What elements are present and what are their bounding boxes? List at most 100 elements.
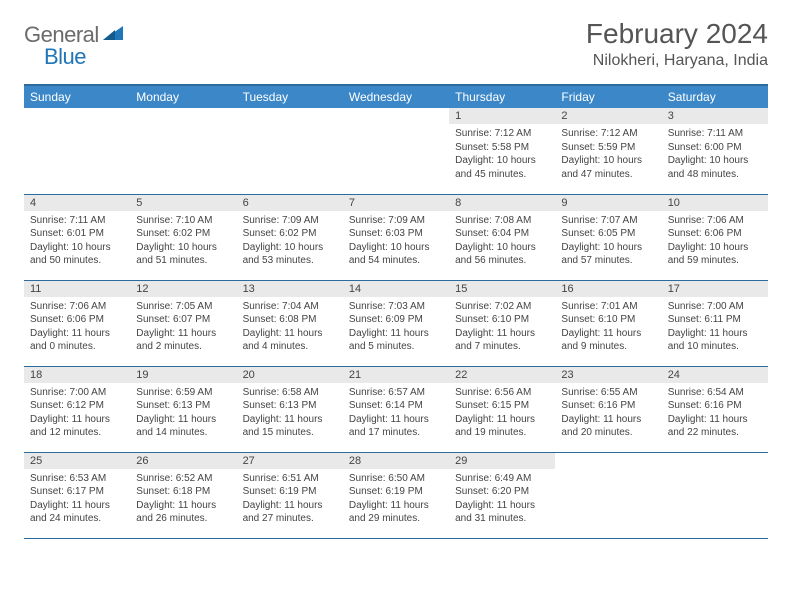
day-info: Sunrise: 7:05 AMSunset: 6:07 PMDaylight:…: [130, 297, 236, 357]
calendar-row: 4Sunrise: 7:11 AMSunset: 6:01 PMDaylight…: [24, 194, 768, 280]
calendar-row: 1Sunrise: 7:12 AMSunset: 5:58 PMDaylight…: [24, 108, 768, 194]
day-info: Sunrise: 7:11 AMSunset: 6:00 PMDaylight:…: [662, 124, 768, 184]
day-info: Sunrise: 7:03 AMSunset: 6:09 PMDaylight:…: [343, 297, 449, 357]
calendar-cell: 8Sunrise: 7:08 AMSunset: 6:04 PMDaylight…: [449, 194, 555, 280]
calendar-cell: 3Sunrise: 7:11 AMSunset: 6:00 PMDaylight…: [662, 108, 768, 194]
calendar-cell: [343, 108, 449, 194]
calendar-cell: 5Sunrise: 7:10 AMSunset: 6:02 PMDaylight…: [130, 194, 236, 280]
calendar-cell: 10Sunrise: 7:06 AMSunset: 6:06 PMDayligh…: [662, 194, 768, 280]
month-title: February 2024: [586, 18, 768, 50]
day-info: Sunrise: 6:59 AMSunset: 6:13 PMDaylight:…: [130, 383, 236, 443]
calendar-cell: 4Sunrise: 7:11 AMSunset: 6:01 PMDaylight…: [24, 194, 130, 280]
calendar-cell: 13Sunrise: 7:04 AMSunset: 6:08 PMDayligh…: [237, 280, 343, 366]
day-info: Sunrise: 7:01 AMSunset: 6:10 PMDaylight:…: [555, 297, 661, 357]
calendar-cell: 12Sunrise: 7:05 AMSunset: 6:07 PMDayligh…: [130, 280, 236, 366]
day-info: Sunrise: 6:51 AMSunset: 6:19 PMDaylight:…: [237, 469, 343, 529]
day-info: Sunrise: 6:52 AMSunset: 6:18 PMDaylight:…: [130, 469, 236, 529]
calendar-cell: 17Sunrise: 7:00 AMSunset: 6:11 PMDayligh…: [662, 280, 768, 366]
day-number: 10: [662, 195, 768, 211]
calendar-cell: 9Sunrise: 7:07 AMSunset: 6:05 PMDaylight…: [555, 194, 661, 280]
calendar-cell: 6Sunrise: 7:09 AMSunset: 6:02 PMDaylight…: [237, 194, 343, 280]
calendar-cell: [555, 452, 661, 538]
calendar-row: 25Sunrise: 6:53 AMSunset: 6:17 PMDayligh…: [24, 452, 768, 538]
day-number: 13: [237, 281, 343, 297]
day-info: Sunrise: 7:00 AMSunset: 6:12 PMDaylight:…: [24, 383, 130, 443]
day-number: 11: [24, 281, 130, 297]
day-number: 1: [449, 108, 555, 124]
calendar-cell: 2Sunrise: 7:12 AMSunset: 5:59 PMDaylight…: [555, 108, 661, 194]
calendar-cell: 19Sunrise: 6:59 AMSunset: 6:13 PMDayligh…: [130, 366, 236, 452]
day-info: Sunrise: 7:08 AMSunset: 6:04 PMDaylight:…: [449, 211, 555, 271]
calendar-cell: 29Sunrise: 6:49 AMSunset: 6:20 PMDayligh…: [449, 452, 555, 538]
calendar-body: 1Sunrise: 7:12 AMSunset: 5:58 PMDaylight…: [24, 108, 768, 538]
day-number: 7: [343, 195, 449, 211]
day-number: 14: [343, 281, 449, 297]
day-info: Sunrise: 6:57 AMSunset: 6:14 PMDaylight:…: [343, 383, 449, 443]
weekday-header: Thursday: [449, 85, 555, 108]
day-info: Sunrise: 7:07 AMSunset: 6:05 PMDaylight:…: [555, 211, 661, 271]
weekday-header: Tuesday: [237, 85, 343, 108]
day-info: Sunrise: 6:50 AMSunset: 6:19 PMDaylight:…: [343, 469, 449, 529]
day-number: 29: [449, 453, 555, 469]
day-number: 17: [662, 281, 768, 297]
calendar-cell: 16Sunrise: 7:01 AMSunset: 6:10 PMDayligh…: [555, 280, 661, 366]
day-info: Sunrise: 7:11 AMSunset: 6:01 PMDaylight:…: [24, 211, 130, 271]
day-number: 24: [662, 367, 768, 383]
calendar-cell: 21Sunrise: 6:57 AMSunset: 6:14 PMDayligh…: [343, 366, 449, 452]
calendar-cell: 27Sunrise: 6:51 AMSunset: 6:19 PMDayligh…: [237, 452, 343, 538]
calendar-cell: 22Sunrise: 6:56 AMSunset: 6:15 PMDayligh…: [449, 366, 555, 452]
weekday-header: Sunday: [24, 85, 130, 108]
day-number: 3: [662, 108, 768, 124]
day-number: 20: [237, 367, 343, 383]
day-number: 22: [449, 367, 555, 383]
day-info: Sunrise: 6:54 AMSunset: 6:16 PMDaylight:…: [662, 383, 768, 443]
calendar-cell: 7Sunrise: 7:09 AMSunset: 6:03 PMDaylight…: [343, 194, 449, 280]
calendar-table: Sunday Monday Tuesday Wednesday Thursday…: [24, 84, 768, 539]
day-info: Sunrise: 7:12 AMSunset: 5:58 PMDaylight:…: [449, 124, 555, 184]
calendar-cell: 14Sunrise: 7:03 AMSunset: 6:09 PMDayligh…: [343, 280, 449, 366]
brand-sail-icon: [103, 24, 125, 47]
title-block: February 2024 Nilokheri, Haryana, India: [586, 18, 768, 70]
day-info: Sunrise: 6:53 AMSunset: 6:17 PMDaylight:…: [24, 469, 130, 529]
day-info: Sunrise: 7:06 AMSunset: 6:06 PMDaylight:…: [24, 297, 130, 357]
weekday-header: Monday: [130, 85, 236, 108]
day-info: Sunrise: 7:00 AMSunset: 6:11 PMDaylight:…: [662, 297, 768, 357]
day-number: 21: [343, 367, 449, 383]
day-number: 18: [24, 367, 130, 383]
day-number: 28: [343, 453, 449, 469]
day-number: 26: [130, 453, 236, 469]
weekday-header: Friday: [555, 85, 661, 108]
day-number: 9: [555, 195, 661, 211]
day-info: Sunrise: 7:09 AMSunset: 6:03 PMDaylight:…: [343, 211, 449, 271]
day-info: Sunrise: 7:10 AMSunset: 6:02 PMDaylight:…: [130, 211, 236, 271]
day-number: 2: [555, 108, 661, 124]
day-info: Sunrise: 7:06 AMSunset: 6:06 PMDaylight:…: [662, 211, 768, 271]
calendar-cell: 15Sunrise: 7:02 AMSunset: 6:10 PMDayligh…: [449, 280, 555, 366]
day-number: 25: [24, 453, 130, 469]
day-info: Sunrise: 6:55 AMSunset: 6:16 PMDaylight:…: [555, 383, 661, 443]
calendar-page: General February 2024 Nilokheri, Haryana…: [0, 0, 792, 557]
day-number: 19: [130, 367, 236, 383]
day-number: 6: [237, 195, 343, 211]
day-info: Sunrise: 7:04 AMSunset: 6:08 PMDaylight:…: [237, 297, 343, 357]
calendar-cell: 28Sunrise: 6:50 AMSunset: 6:19 PMDayligh…: [343, 452, 449, 538]
day-number: 4: [24, 195, 130, 211]
calendar-cell: 20Sunrise: 6:58 AMSunset: 6:13 PMDayligh…: [237, 366, 343, 452]
day-number: 16: [555, 281, 661, 297]
calendar-row: 11Sunrise: 7:06 AMSunset: 6:06 PMDayligh…: [24, 280, 768, 366]
calendar-cell: [237, 108, 343, 194]
day-info: Sunrise: 7:09 AMSunset: 6:02 PMDaylight:…: [237, 211, 343, 271]
day-number: 5: [130, 195, 236, 211]
day-number: 8: [449, 195, 555, 211]
calendar-cell: 23Sunrise: 6:55 AMSunset: 6:16 PMDayligh…: [555, 366, 661, 452]
calendar-cell: 26Sunrise: 6:52 AMSunset: 6:18 PMDayligh…: [130, 452, 236, 538]
brand-text-blue: Blue: [44, 44, 86, 70]
calendar-cell: 1Sunrise: 7:12 AMSunset: 5:58 PMDaylight…: [449, 108, 555, 194]
calendar-cell: 24Sunrise: 6:54 AMSunset: 6:16 PMDayligh…: [662, 366, 768, 452]
calendar-cell: 11Sunrise: 7:06 AMSunset: 6:06 PMDayligh…: [24, 280, 130, 366]
calendar-row: 18Sunrise: 7:00 AMSunset: 6:12 PMDayligh…: [24, 366, 768, 452]
day-info: Sunrise: 7:02 AMSunset: 6:10 PMDaylight:…: [449, 297, 555, 357]
weekday-header: Wednesday: [343, 85, 449, 108]
day-info: Sunrise: 6:56 AMSunset: 6:15 PMDaylight:…: [449, 383, 555, 443]
calendar-cell: [662, 452, 768, 538]
